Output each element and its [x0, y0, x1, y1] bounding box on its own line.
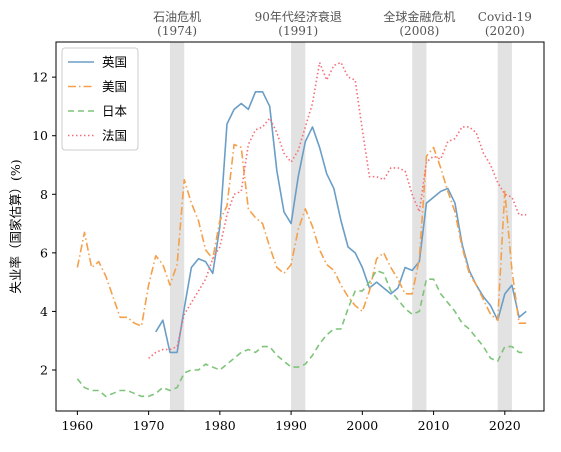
event-band-1 — [291, 42, 306, 411]
y-tick-label-4: 10 — [32, 128, 48, 143]
event-shading-layer — [169, 42, 512, 411]
series-line-3 — [148, 61, 527, 359]
y-tick-label-5: 12 — [32, 70, 48, 85]
x-tick-label-5: 2010 — [418, 418, 450, 433]
event-label-1: 90年代经济衰退 — [255, 9, 342, 24]
axes-frame — [55, 41, 545, 412]
x-tick-label-0: 1960 — [61, 418, 93, 433]
event-year-2: (2008) — [399, 24, 439, 38]
legend-box — [61, 47, 139, 151]
event-band-0 — [169, 42, 185, 411]
x-tick-label-4: 2000 — [346, 418, 378, 433]
event-labels-layer: 石油危机(1974) 90年代经济衰退(1991) 全球金融危机(2008) Covi… — [153, 9, 532, 38]
event-band-2 — [412, 42, 427, 411]
y-tick-label-0: 2 — [40, 363, 48, 378]
event-label-3: Covid-19 — [478, 10, 532, 24]
legend-label-0: 英国 — [102, 55, 127, 70]
y-tick-label-1: 4 — [40, 304, 48, 319]
event-label-2: 全球金融危机 — [383, 9, 455, 24]
y-tick-label-2: 6 — [40, 245, 48, 260]
event-label-0: 石油危机 — [153, 10, 201, 24]
x-tick-label-6: 2020 — [489, 418, 521, 433]
ticks-layer: 1960 1970 1980 1990 2000 2010 2020 2 4 6 8 10 12 — [32, 70, 521, 433]
legend-label-1: 美国 — [102, 79, 127, 94]
event-band-3 — [497, 42, 512, 411]
legend-label-3: 法国 — [102, 128, 127, 143]
event-year-3: (2020) — [485, 24, 525, 38]
series-line-2 — [76, 269, 527, 398]
series-lines-layer — [76, 61, 527, 398]
event-year-1: (1991) — [278, 24, 318, 38]
x-tick-label-3: 1990 — [275, 418, 307, 433]
y-tick-label-3: 8 — [40, 187, 48, 202]
event-year-0: (1974) — [157, 24, 197, 38]
series-line-0 — [155, 90, 527, 354]
x-tick-label-1: 1970 — [133, 418, 165, 433]
legend-label-2: 日本 — [102, 104, 128, 119]
y-axis-label: 失业率（国家估算）(%) — [8, 159, 23, 293]
series-line-1 — [76, 143, 527, 327]
x-tick-label-2: 1980 — [204, 418, 236, 433]
